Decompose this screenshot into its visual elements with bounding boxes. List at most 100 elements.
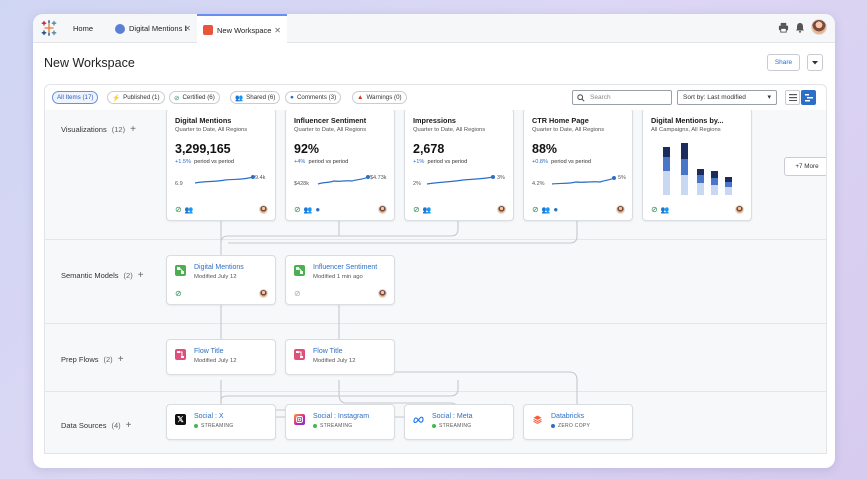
lineage-view-button[interactable] [801, 90, 816, 105]
status-badge: STREAMING [313, 423, 352, 429]
tab-digital-mentions[interactable]: Digital Mentions by ✕ [111, 14, 197, 43]
viz-subtitle: All Campaigns, All Regions [651, 127, 721, 133]
viz-card-impressions[interactable]: Impressions Quarter to Date, All Regions… [404, 110, 514, 221]
chip-comments[interactable]: ● Comments (3) [285, 91, 342, 104]
prep-flow-icon [294, 349, 305, 360]
add-icon[interactable]: + [130, 124, 136, 135]
semantic-model-icon [175, 265, 186, 276]
spark-max-label: $4.73k [370, 175, 387, 181]
top-right-icons [778, 19, 827, 35]
tab-new-workspace-label: New Workspace [217, 25, 272, 35]
viz-card-ctr-home-page[interactable]: CTR Home Page Quarter to Date, All Regio… [523, 110, 633, 221]
chip-all-items[interactable]: All Items (17) [52, 91, 99, 104]
sparkline: 4.2% 5% [532, 175, 626, 187]
viz-delta: +1% period vs period [413, 159, 467, 165]
status-text: STREAMING [320, 423, 353, 429]
section-count: (12) [111, 125, 126, 134]
prep-flow-card[interactable]: Flow Title Modified July 12 [166, 339, 276, 375]
viz-card-digital-mentions[interactable]: Digital Mentions Quarter to Date, All Re… [166, 110, 276, 221]
section-label: Data Sources [61, 421, 107, 430]
viz-card-influencer-sentiment[interactable]: Influencer Sentiment Quarter to Date, Al… [285, 110, 395, 221]
tab-home[interactable]: Home [73, 14, 93, 43]
chip-shared[interactable]: 👥 Shared (6) [230, 91, 281, 104]
lightning-icon: ⚡ [112, 94, 121, 102]
warning-icon: ▲ [357, 94, 364, 101]
people-icon: 👥 [235, 94, 244, 102]
printer-icon[interactable] [778, 22, 789, 33]
bell-icon[interactable] [795, 22, 805, 33]
app-window: Home Digital Mentions by ✕ New Workspace… [33, 14, 835, 468]
status-badge: STREAMING [432, 423, 471, 429]
shared-icon: 👥 [660, 206, 670, 214]
tab-digital-mentions-label: Digital Mentions by [129, 24, 187, 33]
more-options-button[interactable] [807, 54, 823, 71]
data-source-card-instagram[interactable]: Social : Instagram STREAMING [285, 404, 395, 440]
tab-new-workspace[interactable]: New Workspace ✕ [197, 14, 287, 44]
prep-flow-card[interactable]: Flow Title Modified July 12 [285, 339, 395, 375]
node-title: Social : Instagram [313, 413, 370, 420]
certified-icon: ⊘ [294, 205, 301, 214]
data-source-card-meta[interactable]: Social : Meta STREAMING [404, 404, 514, 440]
section-prep-flows: Prep Flows (2) + [61, 354, 124, 365]
owner-avatar [378, 289, 387, 298]
shared-icon: 👥 [541, 206, 551, 214]
node-title: Flow Title [194, 348, 224, 355]
sparkline: $428k $4.73k [294, 175, 387, 187]
section-count: (4) [111, 421, 121, 430]
share-button[interactable]: Share [767, 54, 800, 71]
data-source-card-databricks[interactable]: Databricks ZERO COPY [523, 404, 633, 440]
chip-certified[interactable]: ⊘ Certified (6) [169, 91, 220, 104]
data-source-card-x[interactable]: 𝕏 Social : X STREAMING [166, 404, 276, 440]
close-icon[interactable]: ✕ [184, 24, 191, 33]
viz-card-digital-mentions-by[interactable]: Digital Mentions by... All Campaigns, Al… [642, 110, 752, 221]
sort-dropdown[interactable]: Sort by: Last modified ▾ [677, 90, 777, 105]
section-semantic-models: Semantic Models (2) + [61, 270, 144, 281]
certified-icon: ⊘ [651, 205, 658, 214]
delta-text: period vs period [194, 159, 234, 165]
add-icon[interactable]: + [125, 420, 132, 431]
node-subtitle: Modified July 12 [194, 358, 237, 364]
card-footer: ⊘ 👥 ● [294, 205, 320, 214]
card-footer: ⊘ 👥 [413, 205, 431, 214]
semantic-model-card[interactable]: Influencer Sentiment Modified 1 min ago … [285, 255, 395, 305]
section-data-sources: Data Sources (4) + [61, 420, 131, 431]
search-input[interactable]: Search [572, 90, 672, 105]
owner-avatar [259, 289, 268, 298]
dashboard-icon [115, 23, 125, 34]
shared-icon: 👥 [184, 206, 194, 214]
delta-text: period vs period [427, 159, 468, 165]
add-icon[interactable]: + [137, 270, 144, 281]
section-label: Visualizations [61, 125, 107, 134]
comment-icon: ● [553, 205, 559, 214]
viz-value: 2,678 [413, 142, 445, 156]
viz-value: 92% [294, 142, 320, 156]
spark-max-label: 3% [497, 175, 505, 181]
top-bar: Home Digital Mentions by ✕ New Workspace… [33, 14, 835, 44]
comment-icon: ● [290, 94, 294, 101]
viz-title: Influencer Sentiment [294, 116, 367, 125]
user-avatar[interactable] [811, 19, 827, 35]
section-divider [45, 391, 826, 392]
semantic-model-card[interactable]: Digital Mentions Modified July 12 ⊘ [166, 255, 276, 305]
tab-home-label: Home [73, 24, 94, 33]
search-placeholder: Search [590, 94, 611, 101]
more-visualizations-button[interactable]: +7 More [784, 157, 826, 176]
chip-warnings[interactable]: ▲ Warnings (0) [352, 91, 407, 104]
status-text: STREAMING [201, 423, 234, 429]
viz-value: 88% [532, 142, 558, 156]
close-icon[interactable]: ✕ [274, 25, 281, 35]
lineage-icon [804, 93, 813, 101]
status-dot [551, 424, 555, 428]
tableau-logo-icon[interactable] [41, 20, 57, 36]
sparkline: 2% 3% [413, 175, 505, 187]
chip-published[interactable]: ⚡ Published (1) [107, 91, 165, 104]
list-view-button[interactable] [785, 90, 800, 105]
add-icon[interactable]: + [117, 354, 124, 365]
node-title: Digital Mentions [194, 264, 244, 271]
semantic-model-icon [294, 265, 305, 276]
delta-value: +4% [294, 159, 306, 165]
shared-icon: 👥 [303, 206, 313, 214]
section-count: (2) [103, 355, 113, 364]
filter-bar: All Items (17) ⚡ Published (1) ⊘ Certifi… [44, 84, 827, 110]
owner-avatar [259, 205, 268, 214]
